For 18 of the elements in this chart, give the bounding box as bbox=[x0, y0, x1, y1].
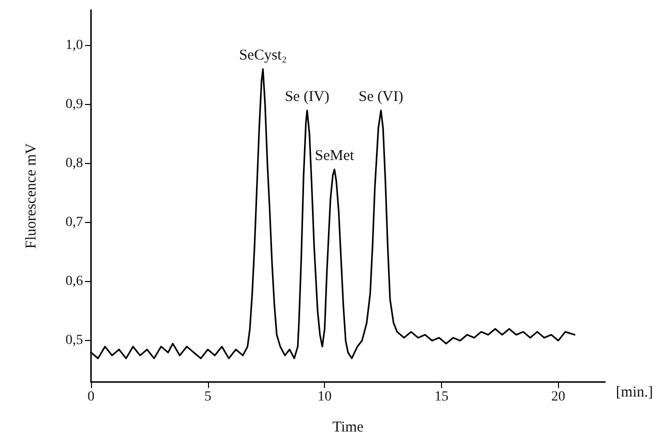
x-tick-label: 20 bbox=[551, 390, 566, 404]
y-tick-label: 0,9 bbox=[66, 96, 83, 112]
y-tick-label: 0,8 bbox=[66, 156, 83, 172]
y-tick-label: 0,6 bbox=[66, 274, 83, 290]
x-tick-label: 5 bbox=[204, 390, 212, 404]
y-axis-title: Fluorescence mV bbox=[24, 143, 40, 249]
y-tick-label: 0,5 bbox=[66, 333, 83, 348]
annotation: Se (VI) bbox=[358, 88, 404, 105]
x-tick-label: 0 bbox=[88, 390, 94, 404]
text: [min.] bbox=[616, 384, 654, 400]
annotation: Se (IV) bbox=[284, 88, 330, 105]
x-axis-title: Time bbox=[332, 420, 364, 436]
x-tick-label: 10 bbox=[318, 390, 332, 404]
annotation: SeCyst₂ bbox=[239, 48, 287, 64]
y-tick-label: 0,7 bbox=[66, 215, 83, 230]
y-tick-label: 1,0 bbox=[66, 38, 83, 53]
x-tick-label: 15 bbox=[434, 390, 448, 404]
annotation: SeMet bbox=[314, 148, 355, 164]
